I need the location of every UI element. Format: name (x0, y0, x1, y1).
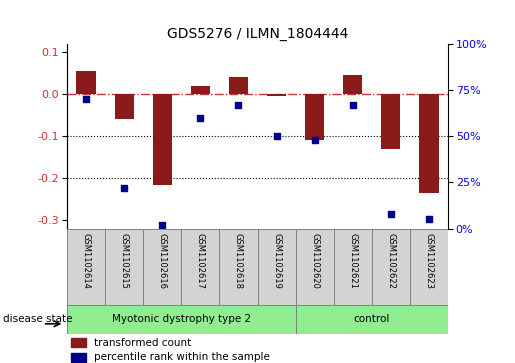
Bar (105, 229, 143, 305)
Bar (71, 353, 86, 362)
Text: GSM1102621: GSM1102621 (348, 233, 357, 288)
Text: Myotonic dystrophy type 2: Myotonic dystrophy type 2 (112, 314, 251, 325)
Bar (296, 305, 448, 334)
Bar (114, 94, 134, 119)
Bar (267, 94, 286, 96)
Bar (410, 229, 448, 305)
Bar (219, 229, 258, 305)
Bar (67, 305, 296, 334)
Point (387, 211, 395, 217)
Point (158, 222, 166, 228)
Point (272, 133, 281, 139)
Text: GSM1102620: GSM1102620 (310, 233, 319, 288)
Point (311, 137, 319, 143)
Bar (153, 94, 172, 184)
Bar (229, 77, 248, 94)
Bar (76, 71, 96, 94)
Text: GSM1102615: GSM1102615 (119, 233, 129, 288)
Point (425, 216, 433, 222)
Text: GSM1102617: GSM1102617 (196, 233, 205, 289)
Bar (334, 229, 372, 305)
Text: percentile rank within the sample: percentile rank within the sample (94, 352, 269, 362)
Title: GDS5276 / ILMN_1804444: GDS5276 / ILMN_1804444 (167, 27, 348, 41)
Point (82, 96, 90, 102)
Bar (419, 94, 439, 193)
Bar (382, 94, 401, 149)
Point (120, 185, 128, 191)
Bar (191, 86, 210, 94)
Bar (344, 75, 363, 94)
Text: GSM1102614: GSM1102614 (81, 233, 91, 288)
Bar (258, 229, 296, 305)
Bar (296, 229, 334, 305)
Text: GSM1102619: GSM1102619 (272, 233, 281, 288)
Text: disease state: disease state (3, 314, 72, 325)
Bar (372, 229, 410, 305)
Point (234, 102, 243, 107)
Text: GSM1102616: GSM1102616 (158, 233, 167, 289)
Bar (67, 229, 105, 305)
Bar (181, 229, 219, 305)
Text: transformed count: transformed count (94, 338, 191, 348)
Bar (143, 229, 181, 305)
Text: control: control (354, 314, 390, 325)
Point (349, 102, 357, 107)
Bar (305, 94, 324, 140)
Text: GSM1102618: GSM1102618 (234, 233, 243, 289)
Text: GSM1102623: GSM1102623 (424, 233, 434, 289)
Bar (71, 338, 86, 347)
Text: GSM1102622: GSM1102622 (386, 233, 396, 288)
Point (196, 115, 204, 121)
